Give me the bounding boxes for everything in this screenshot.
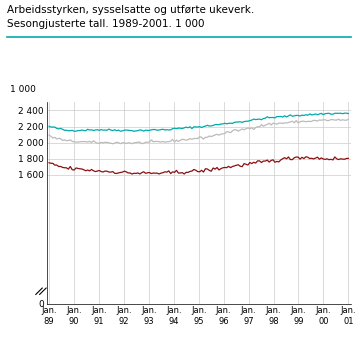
Text: Arbeidsstyrken, sysselsatte og utførte ukeverk.: Arbeidsstyrken, sysselsatte og utførte u… <box>7 5 255 15</box>
Legend: Arbeidsstyrken, Sysselsatte, Utførte ukeverk: Arbeidsstyrken, Sysselsatte, Utførte uke… <box>73 352 325 353</box>
Text: 1 000: 1 000 <box>10 85 36 94</box>
Text: Sesongjusterte tall. 1989-2001. 1 000: Sesongjusterte tall. 1989-2001. 1 000 <box>7 19 205 29</box>
